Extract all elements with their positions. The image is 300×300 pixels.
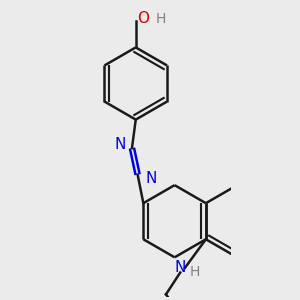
Text: H: H <box>155 12 166 26</box>
Text: H: H <box>189 265 200 279</box>
Text: O: O <box>137 11 149 26</box>
Text: N: N <box>145 171 157 186</box>
Text: N: N <box>175 260 186 275</box>
Text: N: N <box>115 137 126 152</box>
